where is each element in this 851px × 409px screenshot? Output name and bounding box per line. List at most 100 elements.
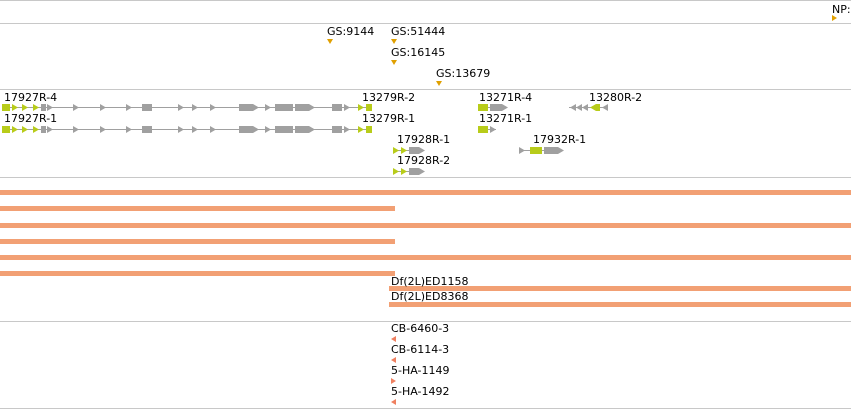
gene-exon xyxy=(41,104,46,111)
gene-label[interactable]: 17927R-4 xyxy=(4,91,58,104)
deficiency-bar[interactable] xyxy=(389,302,851,307)
gene-label[interactable]: 13279R-1 xyxy=(362,112,416,125)
gene-label[interactable]: 17928R-1 xyxy=(397,133,451,146)
gene-exon xyxy=(2,126,10,133)
gene-17928R-1 xyxy=(393,147,425,154)
gene-exon xyxy=(419,168,425,175)
track-separator xyxy=(0,23,851,24)
gs-marker-icon[interactable] xyxy=(391,60,397,65)
gene-exon xyxy=(126,104,132,111)
track-separator xyxy=(0,321,851,322)
insertion-marker-icon[interactable] xyxy=(391,378,396,384)
insertion-marker-icon[interactable] xyxy=(391,357,396,363)
gs-label[interactable]: GS:51444 xyxy=(391,25,446,38)
deficiency-bar[interactable] xyxy=(389,286,851,291)
gene-exon xyxy=(265,104,271,111)
gene-label[interactable]: 13279R-2 xyxy=(362,91,416,104)
gs-label[interactable]: GS:16145 xyxy=(391,46,446,59)
gene-exon xyxy=(265,126,271,133)
gene-exon xyxy=(366,126,372,133)
gene-exon xyxy=(295,126,309,133)
gene-exon xyxy=(393,168,399,175)
deficiency-label[interactable]: Df(2L)ED8368 xyxy=(391,290,469,303)
insertion-label[interactable]: 5-HA-1149 xyxy=(391,364,450,377)
deficiency-bar[interactable] xyxy=(0,190,851,195)
gene-exon xyxy=(126,126,132,133)
gene-exon xyxy=(192,104,198,111)
gene-exon xyxy=(309,104,315,111)
gene-exon xyxy=(490,104,502,111)
gene-exon xyxy=(178,104,184,111)
gene-exon xyxy=(41,126,46,133)
gene-exon xyxy=(142,126,152,133)
gene-exon xyxy=(275,104,293,111)
gene-exon xyxy=(576,104,582,111)
gene-exon xyxy=(490,126,496,133)
gene-exon xyxy=(178,126,184,133)
insertion-label[interactable]: CB-6114-3 xyxy=(391,343,450,356)
gene-exon xyxy=(2,104,10,111)
gene-exon xyxy=(73,126,79,133)
gene-exon xyxy=(239,104,253,111)
gene-label[interactable]: 17927R-1 xyxy=(4,112,58,125)
gene-exon xyxy=(239,126,253,133)
deficiency-bar[interactable] xyxy=(0,255,851,260)
gs-marker-icon[interactable] xyxy=(436,81,442,86)
gene-exon xyxy=(73,104,79,111)
gene-label[interactable]: 13271R-1 xyxy=(479,112,533,125)
gene-exon xyxy=(478,104,488,111)
gene-17927R-4 xyxy=(2,104,372,111)
track-separator xyxy=(0,89,851,90)
np-marker-icon[interactable] xyxy=(832,15,837,21)
gene-exon xyxy=(602,104,608,111)
gene-exon xyxy=(409,168,419,175)
gene-exon xyxy=(570,104,576,111)
gene-exon xyxy=(100,104,106,111)
gene-17927R-1 xyxy=(2,126,372,133)
deficiency-bar[interactable] xyxy=(0,206,395,211)
gene-exon xyxy=(344,104,350,111)
gene-exon xyxy=(366,104,372,111)
deficiency-bar[interactable] xyxy=(0,271,395,276)
gene-exon xyxy=(47,126,53,133)
gene-exon xyxy=(275,126,293,133)
gene-exon xyxy=(22,126,28,133)
gene-exon xyxy=(142,104,152,111)
gs-marker-icon[interactable] xyxy=(391,39,397,44)
gs-marker-icon[interactable] xyxy=(327,39,333,44)
insertion-label[interactable]: 5-HA-1492 xyxy=(391,385,450,398)
gene-exon xyxy=(582,104,588,111)
gene-exon xyxy=(530,147,542,154)
track-separator xyxy=(0,177,851,178)
gene-exon xyxy=(33,126,39,133)
gene-label[interactable]: 13280R-2 xyxy=(589,91,643,104)
gene-exon xyxy=(309,126,315,133)
gene-exon xyxy=(295,104,309,111)
gene-exon xyxy=(558,147,564,154)
deficiency-label[interactable]: Df(2L)ED1158 xyxy=(391,275,469,288)
gene-exon xyxy=(192,126,198,133)
gene-exon xyxy=(33,104,39,111)
gene-exon xyxy=(401,168,407,175)
gene-label[interactable]: 13271R-4 xyxy=(479,91,533,104)
gene-17928R-2 xyxy=(393,168,425,175)
gene-exon xyxy=(332,126,342,133)
gs-label[interactable]: GS:13679 xyxy=(436,67,491,80)
np-label[interactable]: NP: xyxy=(832,3,851,16)
gene-exon xyxy=(519,147,525,154)
gene-exon xyxy=(22,104,28,111)
insertion-marker-icon[interactable] xyxy=(391,399,396,405)
gene-label[interactable]: 17932R-1 xyxy=(533,133,587,146)
gene-exon xyxy=(590,104,596,111)
gene-13271R-1 xyxy=(478,126,496,133)
deficiency-bar[interactable] xyxy=(0,223,851,228)
insertion-label[interactable]: CB-6460-3 xyxy=(391,322,450,335)
gene-exon xyxy=(358,104,364,111)
gene-exon xyxy=(401,147,407,154)
insertion-marker-icon[interactable] xyxy=(391,336,396,342)
gene-exon xyxy=(47,104,53,111)
gene-exon xyxy=(12,104,18,111)
gene-label[interactable]: 17928R-2 xyxy=(397,154,451,167)
deficiency-bar[interactable] xyxy=(0,239,395,244)
gs-label[interactable]: GS:9144 xyxy=(327,25,375,38)
